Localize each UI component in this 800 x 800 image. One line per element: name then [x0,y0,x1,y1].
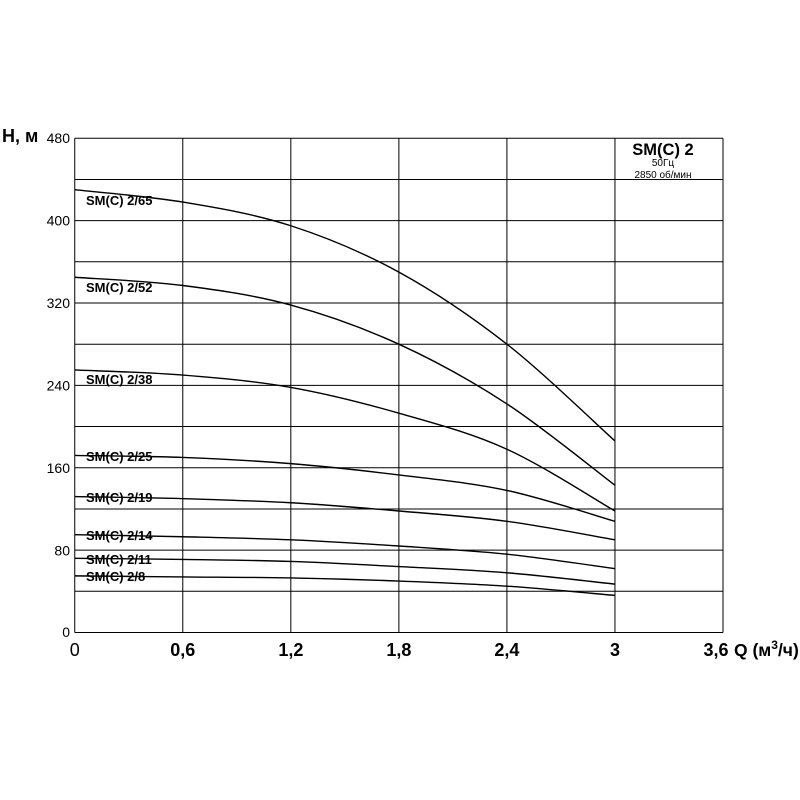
svg-text:1,2: 1,2 [278,640,303,660]
svg-text:Q (м3/ч): Q (м3/ч) [734,638,799,660]
svg-text:2850 об/мин: 2850 об/мин [634,169,691,181]
svg-text:240: 240 [47,378,71,394]
svg-text:H, м: H, м [2,126,38,146]
svg-text:SM(C) 2/14: SM(C) 2/14 [86,528,153,543]
svg-text:480: 480 [47,130,71,146]
svg-text:320: 320 [47,295,71,311]
svg-text:0: 0 [70,640,80,660]
svg-text:2,4: 2,4 [494,640,519,660]
svg-text:80: 80 [54,543,70,559]
svg-text:SM(C) 2/25: SM(C) 2/25 [86,449,152,464]
svg-text:SM(C) 2/19: SM(C) 2/19 [86,490,152,505]
svg-text:SM(C) 2/8: SM(C) 2/8 [86,569,145,584]
svg-text:400: 400 [47,213,71,229]
svg-text:3,6: 3,6 [703,640,728,660]
svg-text:SM(C) 2: SM(C) 2 [632,141,693,159]
svg-text:160: 160 [47,460,71,476]
svg-text:0,6: 0,6 [170,640,195,660]
svg-text:0: 0 [62,624,70,640]
svg-text:SM(C) 2/65: SM(C) 2/65 [86,193,152,208]
svg-text:50Гц: 50Гц [652,158,675,169]
svg-text:SM(C) 2/38: SM(C) 2/38 [86,372,152,387]
svg-text:3: 3 [610,640,620,660]
svg-text:1,8: 1,8 [386,640,411,660]
svg-text:SM(C) 2/11: SM(C) 2/11 [86,552,152,567]
svg-text:SM(C) 2/52: SM(C) 2/52 [86,280,152,295]
